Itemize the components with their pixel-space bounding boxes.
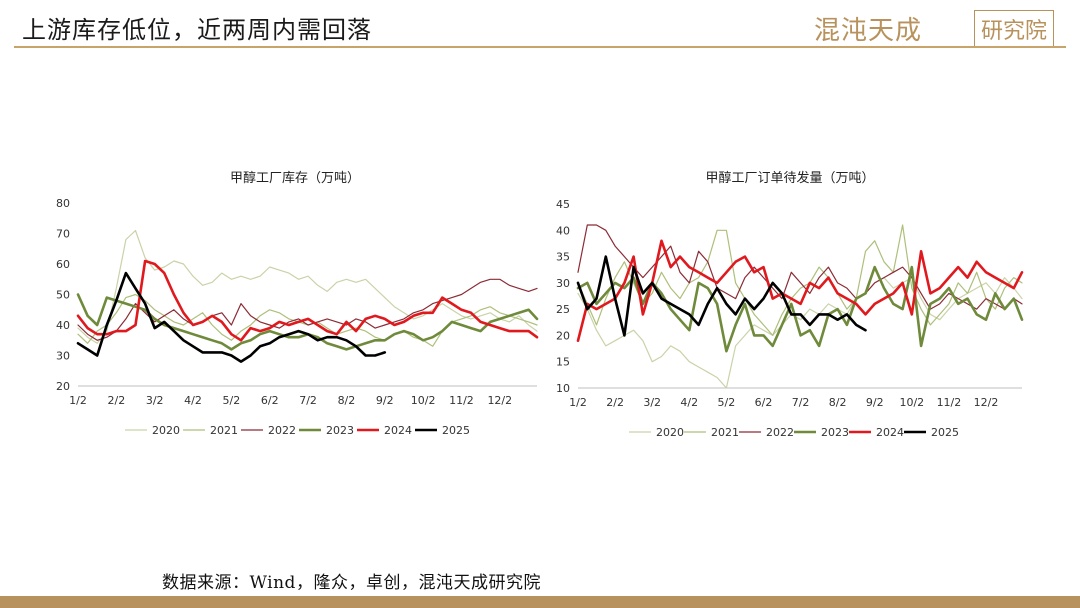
chart-title: 甲醇工厂库存（万吨） [230, 170, 360, 186]
series-line-2021 [577, 224, 1023, 336]
x-tick-label: 9/2 [376, 394, 394, 407]
x-tick-label: 1/2 [569, 396, 587, 409]
x-tick-label: 6/2 [755, 396, 773, 409]
legend-label: 2024 [876, 426, 904, 439]
y-tick-label: 30 [56, 350, 70, 363]
legend-label: 2021 [711, 426, 739, 439]
x-tick-label: 2/2 [107, 394, 125, 407]
legend-label: 2022 [268, 424, 296, 437]
brand-logo: 混沌天成 研究院 [814, 8, 1054, 48]
x-tick-label: 3/2 [643, 396, 661, 409]
series-line-2024 [76, 259, 539, 342]
series-line-2025 [76, 271, 387, 363]
inventory-chart: 甲醇工厂库存（万吨） 20 30 40 50 60 70 80 1/2 2/2 3/2 4/2 5/2 6… [40, 160, 550, 450]
x-tick-label: 3/2 [146, 394, 164, 407]
legend-label: 2020 [656, 426, 684, 439]
x-tick-label: 6/2 [261, 394, 279, 407]
logo-box: 研究院 [973, 10, 1054, 48]
y-tick-label: 60 [56, 258, 70, 271]
orders-chart: 甲醇工厂订单待发量（万吨） 10 15 20 25 30 35 40 45 1/2 2/2 3/2 4/… [540, 160, 1040, 450]
legend-label: 2022 [766, 426, 794, 439]
y-tick-label: 45 [556, 198, 570, 211]
x-tick-label: 7/2 [299, 394, 317, 407]
y-tick-label: 30 [556, 277, 570, 290]
x-tick-label: 12/2 [974, 396, 999, 409]
footer-bar [0, 596, 1080, 608]
x-tick-label: 1/2 [69, 394, 87, 407]
legend-label: 2021 [210, 424, 238, 437]
legend-label: 2020 [152, 424, 180, 437]
series-line-2020 [577, 276, 1023, 389]
x-tick-label: 5/2 [223, 394, 241, 407]
series-line-2025 [576, 255, 867, 337]
y-tick-label: 20 [556, 329, 570, 342]
legend-label: 2025 [931, 426, 959, 439]
x-tick-label: 2/2 [606, 396, 624, 409]
x-tick-label: 7/2 [792, 396, 810, 409]
series-line-2022 [77, 278, 538, 341]
y-tick-label: 50 [56, 289, 70, 302]
series-line-2020 [77, 229, 538, 344]
x-tick-label: 10/2 [411, 394, 436, 407]
series-line-2022 [577, 224, 1023, 310]
y-tick-label: 35 [556, 251, 570, 264]
x-tick-label: 5/2 [718, 396, 736, 409]
legend-label: 2025 [442, 424, 470, 437]
y-tick-label: 40 [556, 224, 570, 237]
y-tick-label: 10 [556, 382, 570, 395]
x-tick-label: 12/2 [487, 394, 512, 407]
page-title: 上游库存低位，近两周内需回落 [22, 16, 372, 44]
x-tick-label: 4/2 [680, 396, 698, 409]
x-tick-label: 11/2 [937, 396, 962, 409]
logo-text: 混沌天成 [814, 16, 923, 46]
chart-title: 甲醇工厂订单待发量（万吨） [705, 170, 874, 186]
y-tick-label: 80 [56, 197, 70, 210]
inventory-chart-svg: 甲醇工厂库存（万吨） 20 30 40 50 60 70 80 1/2 2/2 3/2 4/2 5/2 6… [56, 170, 539, 437]
legend-label: 2023 [326, 424, 354, 437]
x-tick-label: 4/2 [184, 394, 202, 407]
y-tick-label: 25 [556, 303, 570, 316]
x-tick-label: 10/2 [899, 396, 924, 409]
y-tick-label: 20 [56, 380, 70, 393]
x-tick-label: 9/2 [866, 396, 884, 409]
x-tick-label: 11/2 [449, 394, 474, 407]
x-tick-label: 8/2 [829, 396, 847, 409]
y-tick-label: 70 [56, 228, 70, 241]
x-tick-label: 8/2 [338, 394, 356, 407]
data-source-note: 数据来源：Wind，隆众，卓创，混沌天成研究院 [162, 573, 541, 593]
top-divider [14, 46, 1066, 48]
y-tick-label: 15 [556, 356, 570, 369]
y-tick-label: 40 [56, 319, 70, 332]
legend-label: 2024 [384, 424, 412, 437]
legend-label: 2023 [821, 426, 849, 439]
